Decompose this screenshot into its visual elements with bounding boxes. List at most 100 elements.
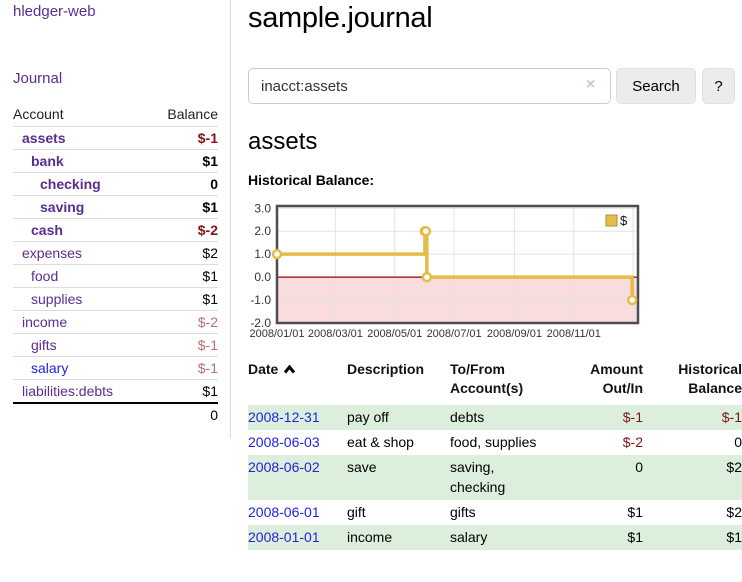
account-row: bank $1: [13, 149, 218, 173]
account-link-gifts[interactable]: gifts: [31, 337, 57, 353]
register-row: 2008-12-31 pay off debts $-1 $-1: [248, 405, 742, 430]
account-balance: $-1: [149, 333, 218, 357]
transaction-description: pay off: [347, 409, 389, 425]
register-table: Date Description To/From Account(s) Amou…: [248, 358, 742, 550]
account-link-saving[interactable]: saving: [40, 199, 85, 215]
legend-label: $: [620, 213, 628, 228]
transaction-balance: $-1: [721, 409, 742, 425]
transaction-balance: $2: [726, 459, 742, 475]
data-point: [271, 248, 283, 260]
y-axis-tick-label: 3.0: [254, 201, 271, 215]
account-balance: $1: [149, 149, 218, 173]
account-balance: $1: [149, 287, 218, 311]
data-point: [626, 294, 638, 306]
account-row: supplies $1: [13, 287, 218, 311]
accounts-header-account: Account: [13, 106, 64, 122]
account-balance: $1: [149, 195, 218, 219]
account-link-liabilities-debts[interactable]: liabilities:debts: [22, 383, 114, 399]
x-axis-tick-label: 2008/07/01: [427, 328, 482, 340]
transaction-description: eat & shop: [347, 434, 414, 450]
transaction-accounts: gifts: [450, 504, 476, 520]
account-link-cash[interactable]: cash: [31, 222, 63, 238]
y-axis-tick-label: 0.0: [254, 270, 271, 284]
x-axis-tick-label: 2008/09/01: [487, 328, 542, 340]
accounts-table: Account Balance assets $-1 bank $1 check…: [13, 103, 218, 426]
y-axis-tick-label: -2.0: [250, 316, 271, 330]
account-balance: $2: [149, 241, 218, 265]
register-header-date[interactable]: Date: [248, 358, 347, 405]
transaction-accounts: debts: [450, 409, 485, 425]
y-axis-tick-label: -1.0: [250, 293, 271, 307]
transaction-description: income: [347, 529, 393, 545]
account-link-salary[interactable]: salary: [31, 360, 69, 376]
transaction-amount: $1: [627, 504, 643, 520]
x-axis-tick-label: 2008/05/01: [367, 328, 422, 340]
page-title: sample.journal: [248, 2, 433, 34]
transaction-amount: $-2: [622, 434, 643, 450]
sidebar-divider: [230, 0, 231, 438]
account-row: gifts $-1: [13, 333, 218, 357]
register-header-balance: Historical Balance: [678, 361, 742, 396]
register-header-amount: Amount Out/In: [590, 361, 643, 396]
transaction-amount: $1: [627, 529, 643, 545]
accounts-total-row: 0: [13, 402, 218, 426]
account-link-income[interactable]: income: [22, 314, 68, 330]
accounts-header-row: Account Balance: [13, 103, 218, 127]
register-header-description: Description: [347, 361, 425, 377]
register-row: 2008-06-01 gift gifts $1 $2: [248, 500, 742, 525]
account-row: checking 0: [13, 172, 218, 196]
transaction-date-link[interactable]: 2008-06-02: [248, 459, 320, 475]
account-row: income $-2: [13, 310, 218, 334]
account-link-food[interactable]: food: [31, 268, 59, 284]
account-balance: $1: [149, 379, 218, 403]
x-axis-tick-label: 2008/11/01: [547, 328, 601, 340]
register-row: 2008-06-03 eat & shop food, supplies $-2…: [248, 430, 742, 455]
account-link-checking[interactable]: checking: [40, 176, 101, 192]
transaction-date-link[interactable]: 2008-12-31: [248, 409, 320, 425]
register-row: 2008-06-02 save saving, checking 0 $2: [248, 455, 742, 500]
account-link-expenses[interactable]: expenses: [22, 245, 82, 261]
transaction-description: gift: [347, 504, 366, 520]
main-content: sample.journal × Search ? assets Histori…: [248, 0, 742, 582]
app-title-link[interactable]: hledger-web: [13, 3, 96, 20]
register-row: 2008-01-01 income salary $1 $1: [248, 525, 742, 550]
y-axis-tick-label: 1.0: [254, 247, 271, 261]
transaction-date-link[interactable]: 2008-01-01: [248, 529, 320, 545]
search-button[interactable]: Search: [616, 68, 696, 104]
account-link-assets[interactable]: assets: [22, 130, 66, 146]
transaction-amount: 0: [635, 459, 643, 475]
transaction-balance: 0: [734, 434, 742, 450]
transaction-accounts: saving, checking: [450, 459, 506, 495]
transaction-date-link[interactable]: 2008-06-01: [248, 504, 320, 520]
register-header-row: Date Description To/From Account(s) Amou…: [248, 358, 742, 405]
accounts-total-value: 0: [149, 402, 218, 426]
help-button[interactable]: ?: [702, 68, 735, 104]
clear-search-icon[interactable]: ×: [586, 76, 596, 93]
account-row: assets $-1: [13, 126, 218, 150]
account-link-supplies[interactable]: supplies: [31, 291, 83, 307]
account-link-bank[interactable]: bank: [31, 153, 64, 169]
account-balance: 0: [149, 172, 218, 196]
account-row: cash $-2: [13, 218, 218, 242]
transaction-accounts: salary: [450, 529, 488, 545]
account-balance: $-1: [149, 126, 218, 150]
accounts-header-balance: Balance: [167, 106, 218, 122]
transaction-amount: $-1: [622, 409, 643, 425]
account-row: saving $1: [13, 195, 218, 219]
account-balance: $-2: [149, 218, 218, 242]
transaction-description: save: [347, 459, 377, 475]
y-axis-tick-label: 2.0: [254, 224, 271, 238]
account-row: expenses $2: [13, 241, 218, 265]
search-input[interactable]: [248, 68, 611, 104]
sort-asc-icon: [283, 361, 296, 380]
search-form: × Search ?: [248, 68, 742, 104]
sidebar-item-journal[interactable]: Journal: [13, 70, 63, 87]
data-point: [420, 225, 432, 237]
account-row: food $1: [13, 264, 218, 288]
transaction-date-link[interactable]: 2008-06-03: [248, 434, 320, 450]
account-row: liabilities:debts $1: [13, 379, 218, 403]
plot-frame: [275, 204, 640, 325]
register-header-account: To/From Account(s): [450, 361, 524, 396]
